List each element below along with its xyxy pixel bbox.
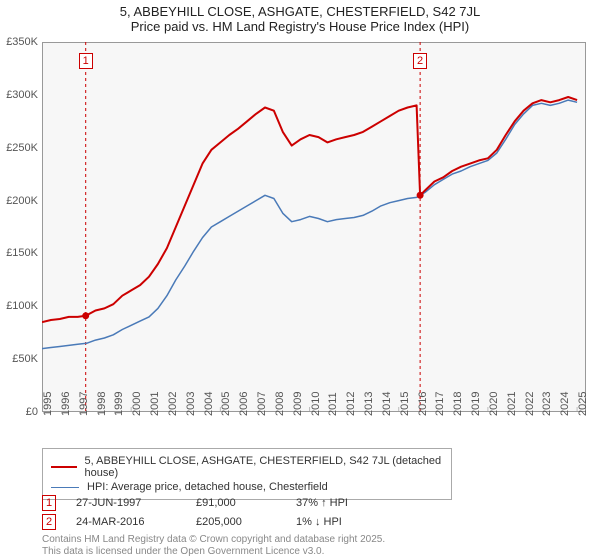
y-tick-label: £250K [0, 142, 38, 154]
transactions-table: 1 27-JUN-1997 £91,000 37% ↑ HPI 2 24-MAR… [42, 492, 348, 533]
legend-swatch-property [51, 466, 77, 468]
y-tick-label: £0 [0, 406, 38, 418]
legend-swatch-hpi [51, 487, 79, 488]
title-block: 5, ABBEYHILL CLOSE, ASHGATE, CHESTERFIEL… [0, 0, 600, 36]
chart-subtitle: Price paid vs. HM Land Registry's House … [0, 19, 600, 34]
x-tick-label: 2025 [577, 386, 600, 416]
transaction-row: 2 24-MAR-2016 £205,000 1% ↓ HPI [42, 514, 348, 530]
transaction-price: £205,000 [196, 516, 296, 528]
chart-marker-icon: 1 [79, 53, 93, 69]
legend-label-property: 5, ABBEYHILL CLOSE, ASHGATE, CHESTERFIEL… [85, 455, 443, 479]
attribution-line1: Contains HM Land Registry data © Crown c… [42, 534, 385, 546]
transaction-date: 27-JUN-1997 [76, 497, 196, 509]
chart-container: 5, ABBEYHILL CLOSE, ASHGATE, CHESTERFIEL… [0, 0, 600, 560]
transaction-price: £91,000 [196, 497, 296, 509]
y-tick-label: £200K [0, 195, 38, 207]
y-tick-label: £300K [0, 89, 38, 101]
legend-row-property: 5, ABBEYHILL CLOSE, ASHGATE, CHESTERFIEL… [51, 455, 443, 479]
y-tick-label: £100K [0, 300, 38, 312]
chart-title: 5, ABBEYHILL CLOSE, ASHGATE, CHESTERFIEL… [0, 4, 600, 19]
transaction-marker-icon: 1 [42, 495, 56, 511]
transaction-delta: 1% ↓ HPI [296, 516, 342, 528]
transaction-date: 24-MAR-2016 [76, 516, 196, 528]
chart-marker-icon: 2 [413, 53, 427, 69]
attribution-text: Contains HM Land Registry data © Crown c… [42, 534, 385, 558]
attribution-line2: This data is licensed under the Open Gov… [42, 546, 385, 558]
chart-svg [42, 42, 586, 412]
transaction-marker-icon: 2 [42, 514, 56, 530]
chart-area: £0£50K£100K£150K£200K£250K£300K£350K 199… [42, 42, 586, 412]
y-tick-label: £150K [0, 247, 38, 259]
transaction-delta: 37% ↑ HPI [296, 497, 348, 509]
transaction-row: 1 27-JUN-1997 £91,000 37% ↑ HPI [42, 495, 348, 511]
y-tick-label: £50K [0, 353, 38, 365]
y-tick-label: £350K [0, 36, 38, 48]
